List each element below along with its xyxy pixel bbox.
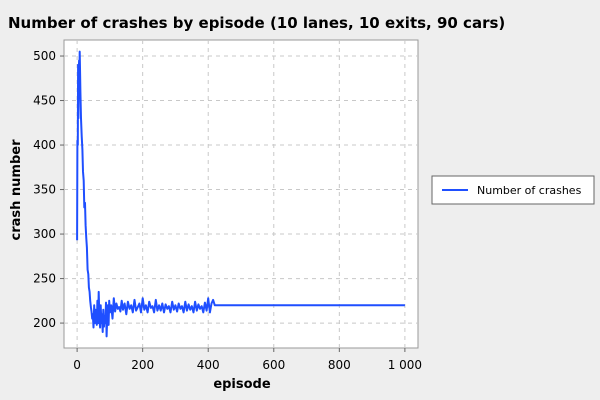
- plot-area: [63, 39, 419, 349]
- x-axis-label: episode: [213, 377, 271, 392]
- x-axis: 0 200 400 600 800 1 000: [73, 348, 422, 372]
- y-gridlines: [64, 55, 418, 324]
- y-tick-label: 250: [33, 272, 56, 286]
- series-line-number-of-crashes: [76, 50, 405, 338]
- y-tick-label: 300: [33, 227, 56, 241]
- x-tick-label: 600: [262, 358, 285, 372]
- chart-title: Number of crashes by episode (10 lanes, …: [8, 14, 505, 32]
- x-tick-label: 800: [328, 358, 351, 372]
- legend: Number of crashes: [431, 175, 595, 205]
- y-tick-label: 450: [33, 94, 56, 108]
- x-tick-label: 1 000: [388, 358, 422, 372]
- x-tick-label: 200: [131, 358, 154, 372]
- y-tick-label: 200: [33, 316, 56, 330]
- y-tick-label: 500: [33, 49, 56, 63]
- y-tick-label: 400: [33, 138, 56, 152]
- y-tick-label: 350: [33, 183, 56, 197]
- x-tick-label: 0: [73, 358, 81, 372]
- y-axis: 200 250 300 350 400 450 500: [33, 49, 64, 330]
- legend-label: Number of crashes: [477, 184, 582, 197]
- y-axis-label: crash number: [9, 139, 24, 241]
- x-tick-label: 400: [197, 358, 220, 372]
- x-gridlines: [76, 40, 406, 348]
